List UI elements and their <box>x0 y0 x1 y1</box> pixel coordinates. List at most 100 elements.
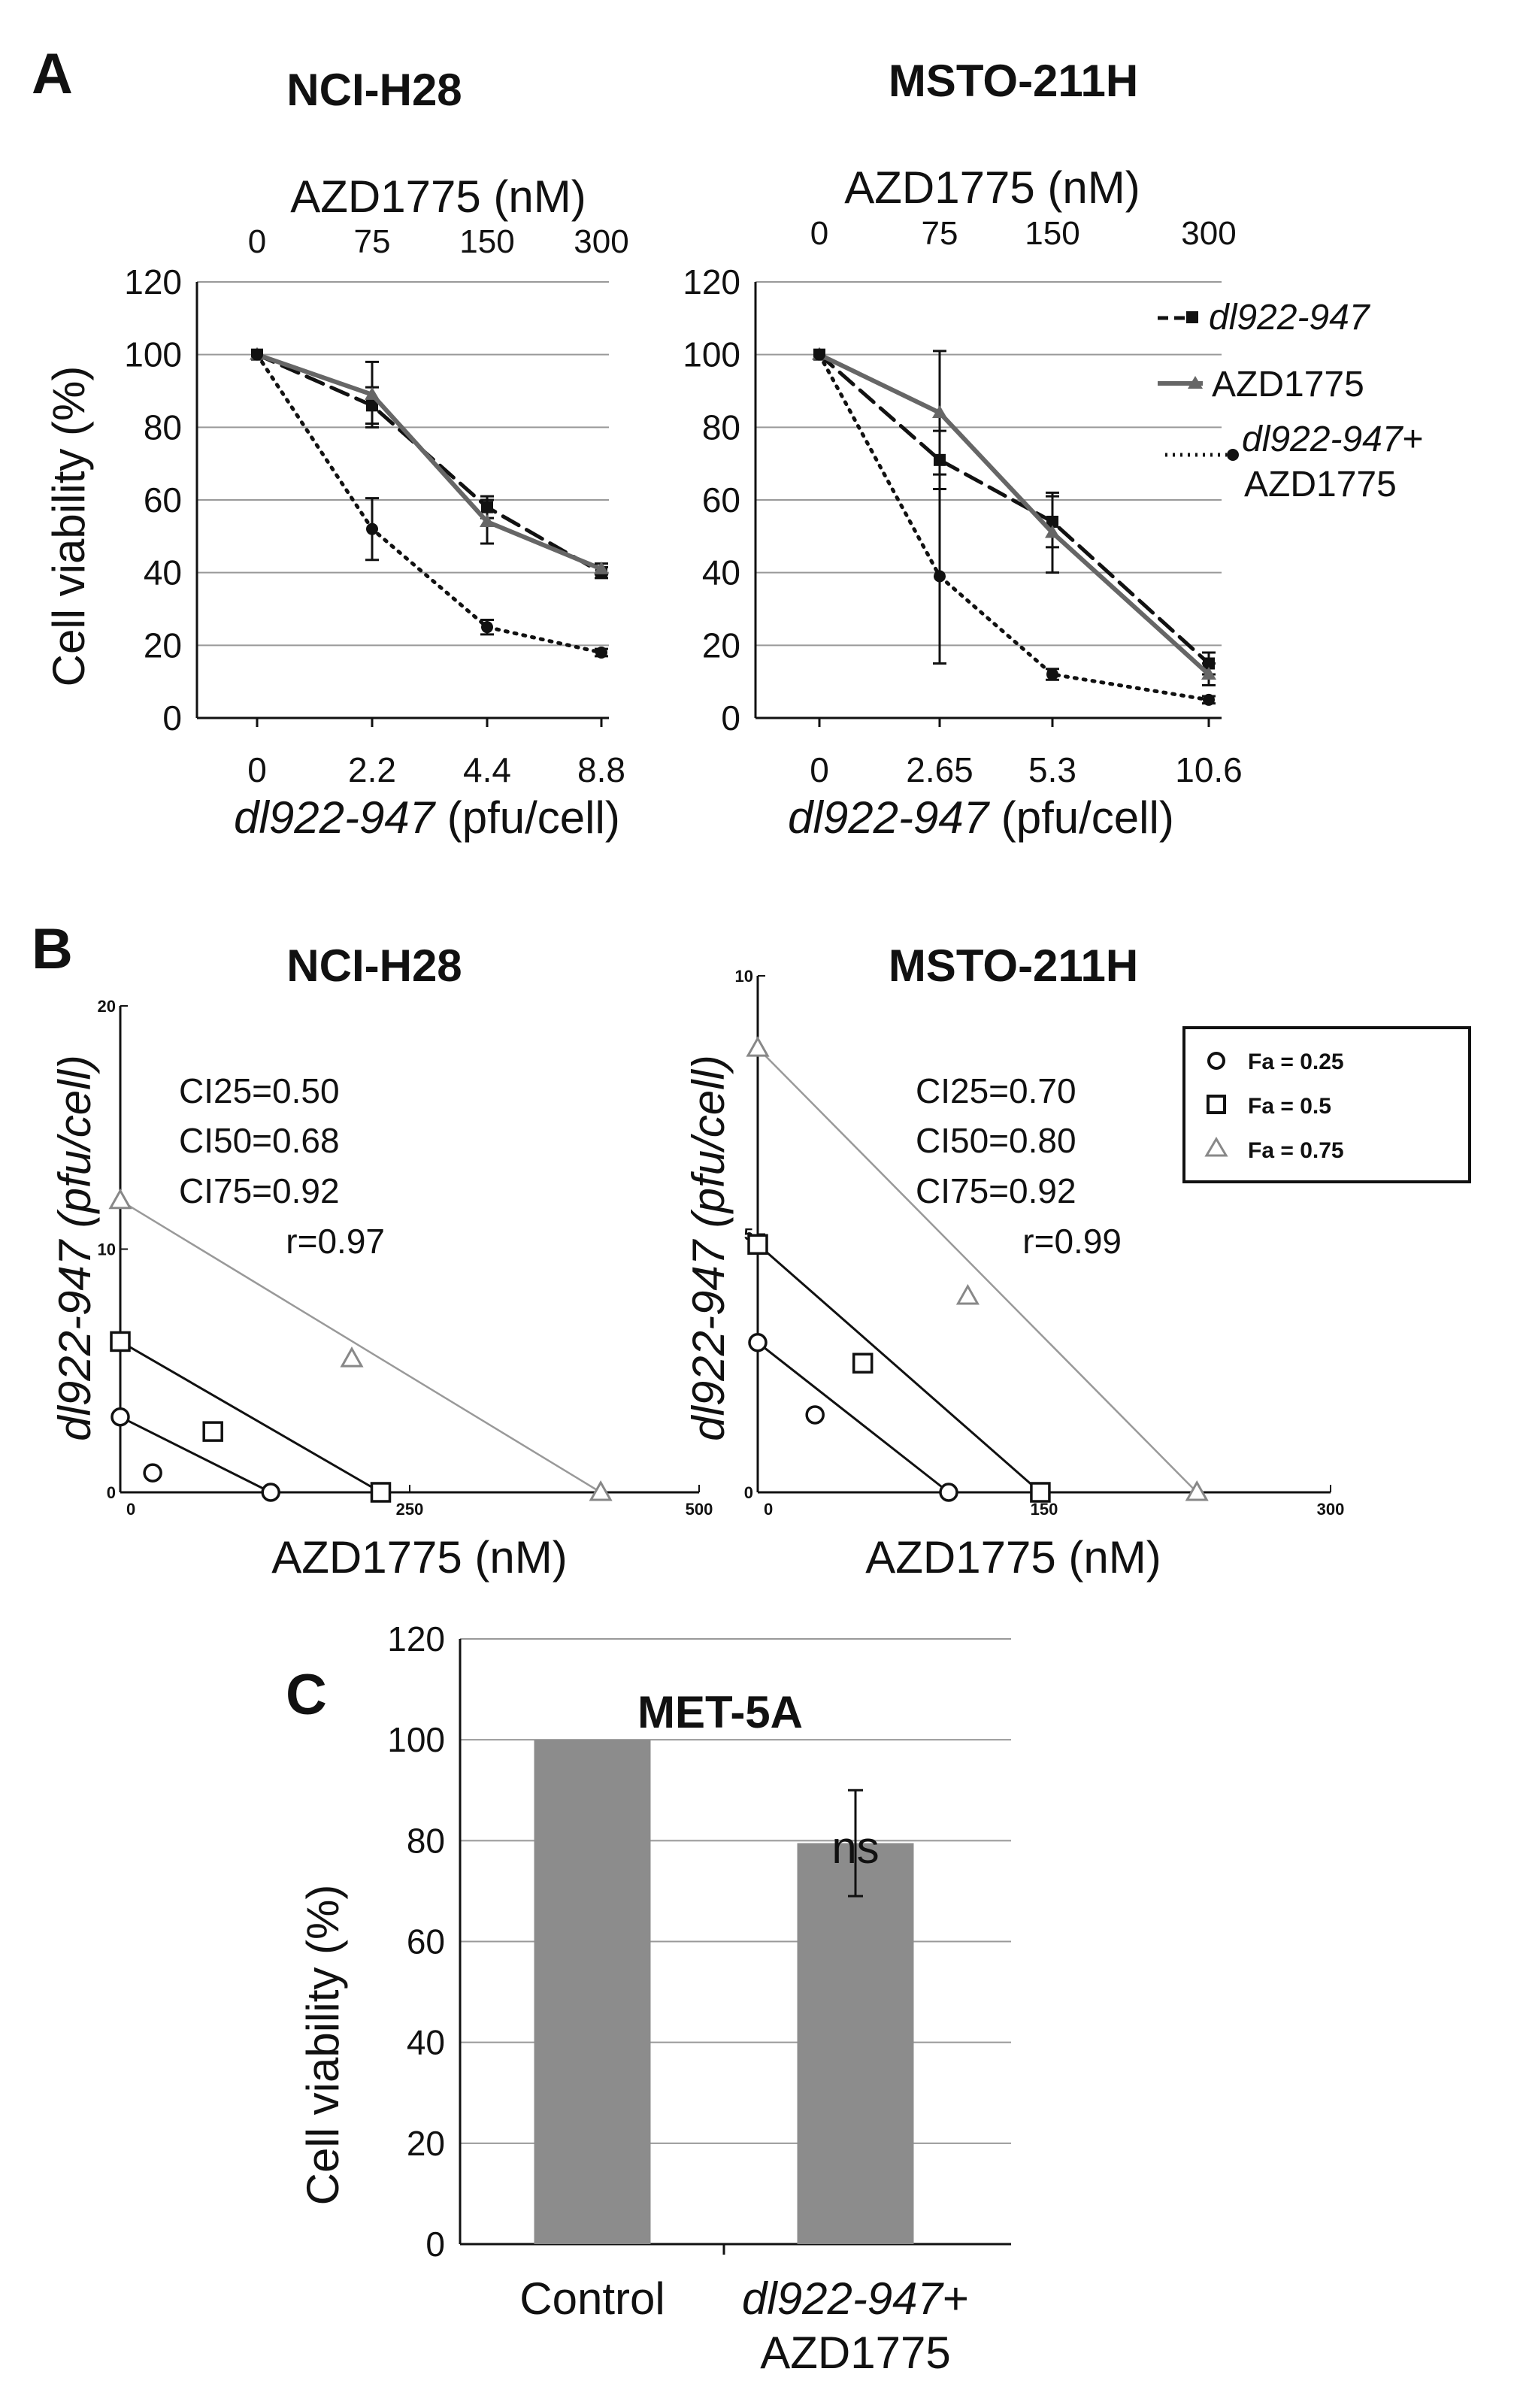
A1-series-line-1 <box>255 352 604 571</box>
A1-x-tick-2: 4.4 <box>463 750 511 789</box>
B2-y-tick-0: 0 <box>744 1483 753 1502</box>
A2-point-2-2 <box>1046 668 1058 680</box>
A2-y-tick-20: 20 <box>702 625 740 665</box>
c-y-tick-100: 100 <box>387 1720 445 1759</box>
B2-marker-fa025-0 <box>748 1333 768 1352</box>
B1-x-tick-1: 250 <box>396 1500 424 1519</box>
legend-marker-fa075 <box>1204 1137 1228 1157</box>
B2-marker-fa05-0 <box>747 1234 768 1255</box>
chart-b2-legend: Fa = 0.25 Fa = 0.5 Fa = 0.75 <box>1182 1026 1471 1183</box>
A2-point-2-3 <box>1203 693 1215 706</box>
c-bar-0 <box>534 1740 651 2244</box>
chart-b2-title: MSTO-211H <box>889 940 1138 991</box>
chart-a1-top-axis-label: AZD1775 (nM) <box>290 171 586 222</box>
legend-marker-fa025 <box>1207 1052 1225 1070</box>
A2-x-tick-0: 0 <box>810 750 829 789</box>
B2-marker-fa025-1 <box>939 1483 958 1502</box>
B1-marker-fa05-2 <box>202 1421 223 1442</box>
A1-y-tick-60: 60 <box>144 480 182 519</box>
legend-marker-fa05 <box>1207 1095 1226 1114</box>
A1-point-2-1 <box>366 522 378 535</box>
chart-a1-x-label-unit: (pfu/cell) <box>435 792 620 843</box>
panel-label-c: C <box>286 1663 327 1727</box>
chart-c-category-combo-italic: dl922-947 <box>742 2273 945 2324</box>
chart-a1-y-label: Cell viability (%) <box>44 366 94 687</box>
A2-top-tick-2: 150 <box>1025 215 1079 252</box>
A1-y-tick-0: 0 <box>162 698 182 738</box>
chart-c-category-control: Control <box>519 2273 665 2324</box>
A2-point-1-3 <box>1201 667 1216 680</box>
A1-point-2-3 <box>595 647 607 659</box>
B1-x-tick-2: 500 <box>686 1500 713 1519</box>
c-y-tick-60: 60 <box>407 1922 445 1961</box>
chart-b1-ci25: CI25=0.50 <box>179 1071 340 1110</box>
chart-a1-x-label: dl922-947 (pfu/cell) <box>234 792 620 843</box>
B1-isobole-line-1 <box>120 1340 382 1494</box>
c-y-tick-0: 0 <box>425 2225 445 2264</box>
legend-label-fa025: Fa = 0.25 <box>1248 1050 1344 1074</box>
B1-y-tick-1: 10 <box>98 1240 116 1259</box>
B2-x-tick-1: 150 <box>1031 1500 1058 1519</box>
chart-b1-x-label: AZD1775 (nM) <box>271 1532 567 1583</box>
B2-marker-fa075-2 <box>955 1283 980 1305</box>
legend-box <box>1182 1026 1471 1183</box>
A2-top-tick-0: 0 <box>810 215 828 252</box>
chart-c-category-combo: dl922-947+ <box>742 2273 969 2324</box>
chart-a1-x-label-italic: dl922-947 <box>234 792 437 843</box>
B1-isobole-line-2 <box>120 1199 601 1494</box>
chart-b2-x-label: AZD1775 (nM) <box>865 1532 1161 1583</box>
A1-y-tick-80: 80 <box>144 407 182 447</box>
c-y-tick-120: 120 <box>387 1619 445 1658</box>
A1-x-tick-3: 8.8 <box>577 750 625 789</box>
legend-label-combo-plus: + <box>1403 420 1424 459</box>
A2-y-tick-40: 40 <box>702 553 740 592</box>
B1-marker-fa05-1 <box>370 1482 392 1503</box>
chart-b2-ci50: CI50=0.80 <box>916 1121 1076 1160</box>
B1-marker-fa075-0 <box>108 1188 132 1210</box>
c-y-tick-20: 20 <box>407 2124 445 2163</box>
chart-b-nci-h28: NCI-H28 0 250 500 0 10 20 CI25=0.50 CI50=0.68… <box>50 940 713 1583</box>
A1-y-tick-100: 100 <box>124 335 182 374</box>
A2-x-tick-3: 10.6 <box>1175 750 1243 789</box>
A1-top-tick-3: 300 <box>574 223 628 260</box>
legend-label-combo-line2: AZD1775 <box>1244 465 1397 504</box>
legend-label-fa05: Fa = 0.5 <box>1248 1094 1331 1119</box>
legend-marker-azd1775 <box>1188 376 1203 389</box>
B2-y-tick-2: 10 <box>735 967 753 986</box>
c-y-tick-80: 80 <box>407 1821 445 1860</box>
A1-top-tick-0: 0 <box>248 223 266 260</box>
A1-top-tick-2: 150 <box>459 223 514 260</box>
A1-series-line-2 <box>255 353 604 655</box>
A2-y-tick-100: 100 <box>683 335 740 374</box>
B2-x-tick-2: 300 <box>1317 1500 1345 1519</box>
A2-y-tick-120: 120 <box>683 262 740 301</box>
A1-y-tick-40: 40 <box>144 553 182 592</box>
chart-b2-ci75: CI75=0.92 <box>916 1171 1076 1210</box>
A2-series-line-2 <box>817 353 1211 702</box>
chart-b1-y-label: dl922-947 (pfu/cell) <box>50 1055 100 1441</box>
legend-marker-dl922 <box>1186 311 1198 323</box>
B2-isobole-line-1 <box>757 1243 1041 1494</box>
legend-marker-combo <box>1227 449 1239 461</box>
A2-top-tick-3: 300 <box>1181 215 1236 252</box>
chart-c-category-combo-plus: + <box>943 2273 969 2324</box>
panel-label-b: B <box>32 917 73 981</box>
A2-y-tick-60: 60 <box>702 480 740 519</box>
legend-label-dl922: dl922-947 <box>1209 298 1371 338</box>
A2-x-tick-1: 2.65 <box>906 750 973 789</box>
A1-y-tick-20: 20 <box>144 625 182 665</box>
B2-x-tick-0: 0 <box>764 1500 773 1519</box>
A2-y-tick-80: 80 <box>702 407 740 447</box>
legend-label-combo-italic: dl922-947 <box>1242 420 1404 459</box>
B2-marker-fa05-1 <box>1030 1482 1051 1503</box>
legend-label-azd1775: AZD1775 <box>1212 365 1364 404</box>
panel-label-a: A <box>32 42 73 106</box>
B1-isobole-line-0 <box>120 1416 271 1494</box>
chart-a-msto-211h: MSTO-211H AZD1775 (nM) 0 75 150 300 0 20 40 60… <box>683 56 1423 843</box>
chart-b1-r: r=0.97 <box>286 1222 385 1261</box>
chart-b1-ci50: CI50=0.68 <box>179 1121 340 1160</box>
chart-a1-title: NCI-H28 <box>286 65 462 115</box>
chart-b2-r: r=0.99 <box>1022 1222 1122 1261</box>
c-bar-1 <box>797 1843 914 2244</box>
